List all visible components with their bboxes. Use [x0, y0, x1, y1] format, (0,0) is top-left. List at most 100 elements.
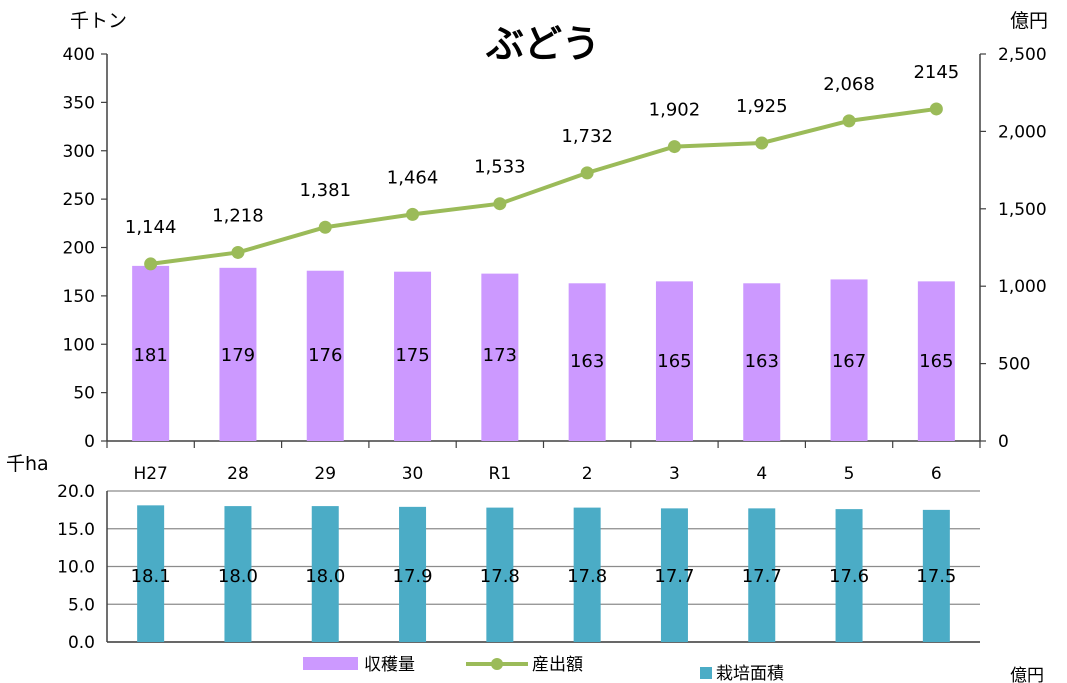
- right-tick-label: 1,000: [998, 277, 1047, 297]
- output-point: [929, 102, 943, 116]
- output-point-label: 1,381: [299, 180, 351, 201]
- output-point: [318, 220, 332, 234]
- x-tick-label: 3: [669, 464, 680, 484]
- output-line: [150, 106, 937, 266]
- right-tick-label: 500: [998, 355, 1030, 375]
- area-bar: [748, 508, 776, 642]
- output-point-label: 2145: [913, 62, 959, 83]
- area-bar-label: 18.0: [218, 566, 258, 587]
- area-bar: [922, 509, 950, 642]
- left-tick-label: 200: [63, 239, 95, 259]
- x-tick-label: 6: [931, 464, 942, 484]
- harvest-bar: [132, 265, 170, 441]
- legend-harvest-label: 収穫量: [364, 655, 415, 675]
- area-bar-label: 17.8: [480, 566, 520, 587]
- harvest-bar: [655, 281, 693, 441]
- legend-output-marker: [491, 658, 503, 670]
- area-bar: [399, 506, 427, 642]
- bottom-left-axis-unit: 千ha: [6, 453, 49, 475]
- output-point-label: 1,732: [561, 126, 613, 147]
- area-bar-label: 17.5: [916, 566, 956, 587]
- x-tick-label: 28: [227, 464, 249, 484]
- harvest-bar-label: 179: [221, 345, 255, 366]
- harvest-bar-label: 163: [570, 351, 604, 372]
- area-bar: [224, 506, 252, 642]
- area-bar-label: 18.0: [305, 566, 345, 587]
- bottom-tick-label: 15.0: [57, 520, 95, 540]
- area-bar: [137, 505, 165, 642]
- right-tick-label: 2,000: [998, 122, 1047, 142]
- top-chart: ぶどう 千トン 億円 0 50 100 150 200 250 300 350 400 0 500 1,00…: [63, 10, 1048, 484]
- x-tick-label: 5: [844, 464, 855, 484]
- output-point-label: 1,902: [649, 100, 701, 121]
- output-point: [667, 140, 681, 154]
- harvest-bar: [306, 270, 344, 441]
- area-bar-label: 17.9: [393, 566, 433, 587]
- harvest-bar-label: 167: [832, 351, 866, 372]
- left-tick-label: 50: [73, 384, 95, 404]
- harvest-bar-label: 165: [919, 351, 953, 372]
- area-bar-label: 18.1: [131, 566, 171, 587]
- area-bar-label: 17.6: [829, 566, 869, 587]
- legend-area-swatch: [700, 667, 712, 679]
- harvest-bar: [917, 281, 955, 441]
- x-tick-label: 4: [756, 464, 767, 484]
- x-tick-label: 30: [402, 464, 424, 484]
- legend-output-label: 産出額: [532, 655, 583, 675]
- right-axis-unit: 億円: [1010, 10, 1048, 32]
- left-tick-label: 300: [63, 142, 95, 162]
- area-bar: [311, 506, 339, 642]
- left-tick-label: 400: [63, 45, 95, 65]
- bottom-tick-label: 20.0: [57, 482, 95, 502]
- harvest-bar: [394, 271, 432, 441]
- output-point: [580, 166, 594, 180]
- area-bar: [486, 507, 514, 642]
- footer-unit-fragment: 億円: [1010, 666, 1044, 683]
- output-point: [493, 197, 507, 211]
- left-tick-label: 250: [63, 190, 95, 210]
- harvest-bar-label: 176: [308, 345, 342, 366]
- harvest-bar-label: 173: [483, 345, 517, 366]
- harvest-bar-label: 163: [745, 351, 779, 372]
- bottom-tick-label: 5.0: [68, 595, 95, 615]
- output-point: [144, 257, 158, 271]
- output-point-label: 1,144: [125, 217, 177, 238]
- output-point-label: 2,068: [823, 74, 875, 95]
- area-bar: [660, 508, 688, 642]
- bottom-tick-label: 0.0: [68, 633, 95, 653]
- legend-area-label: 栽培面積: [716, 664, 784, 683]
- output-point-label: 1,925: [736, 96, 788, 117]
- legend: 収穫量 産出額 栽培面積: [303, 655, 784, 683]
- x-tick-label: 2: [582, 464, 593, 484]
- right-tick-label: 2,500: [998, 45, 1047, 65]
- x-tick-label: R1: [489, 464, 512, 484]
- harvest-bar-label: 181: [133, 345, 167, 366]
- chart-title: ぶどう: [485, 22, 600, 66]
- output-point: [755, 136, 769, 150]
- harvest-bar: [481, 273, 519, 441]
- left-tick-label: 150: [63, 287, 95, 307]
- left-tick-label: 100: [63, 335, 95, 355]
- area-bar: [835, 509, 863, 642]
- output-point: [842, 114, 856, 128]
- output-point: [231, 245, 245, 259]
- right-tick-label: 1,500: [998, 200, 1047, 220]
- bottom-chart: 千ha 0.0 5.0 10.0 15.0 20.0 18.1 18.0 18.0 17.9 17.…: [6, 453, 980, 653]
- x-tick-label: H27: [133, 464, 167, 484]
- bottom-tick-label: 10.0: [57, 558, 95, 578]
- harvest-bar: [568, 283, 606, 441]
- left-axis-unit: 千トン: [70, 10, 127, 32]
- area-bar-label: 17.7: [742, 566, 782, 587]
- output-point: [406, 207, 420, 221]
- right-tick-label: 0: [998, 432, 1009, 452]
- left-tick-label: 350: [63, 93, 95, 113]
- area-bar: [573, 507, 601, 642]
- output-point-label: 1,533: [474, 157, 526, 178]
- legend-harvest-swatch: [303, 657, 358, 670]
- area-bar-label: 17.7: [654, 566, 694, 587]
- harvest-bar: [219, 267, 257, 441]
- harvest-bar: [743, 283, 781, 441]
- area-bar-label: 17.8: [567, 566, 607, 587]
- output-point-label: 1,218: [212, 205, 264, 226]
